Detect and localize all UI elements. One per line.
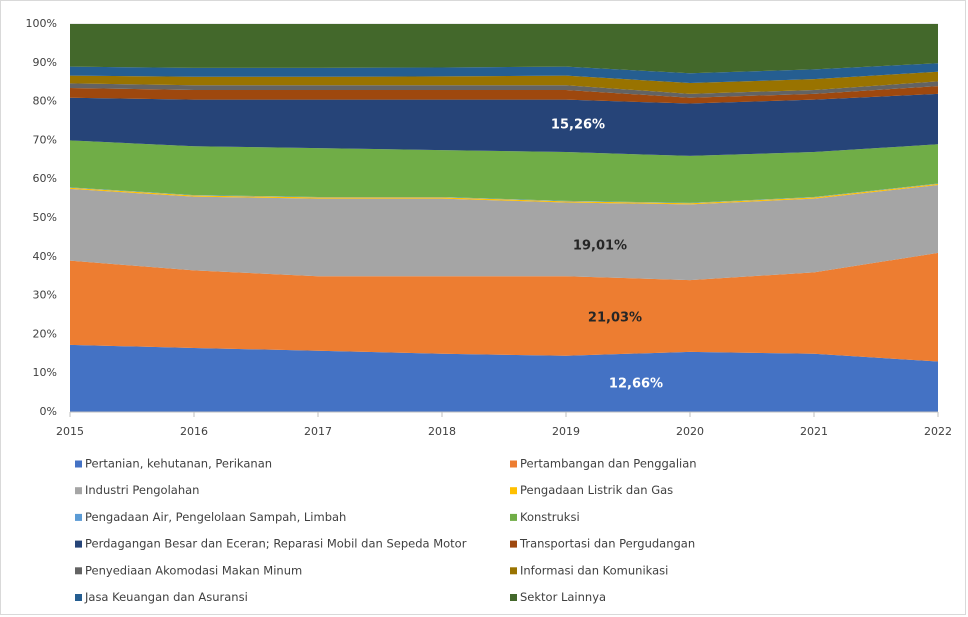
legend-label: Informasi dan Komunikasi xyxy=(520,563,668,577)
x-tick-label: 2016 xyxy=(180,425,208,438)
x-tick-label: 2022 xyxy=(924,425,952,438)
legend-swatch xyxy=(510,513,517,521)
area xyxy=(70,93,938,156)
y-tick-label: 10% xyxy=(33,366,57,379)
legend-label: Pertambangan dan Penggalian xyxy=(520,457,697,471)
y-tick-label: 60% xyxy=(33,172,57,185)
annotation: 12,66% xyxy=(609,377,663,392)
y-tick-label: 90% xyxy=(33,56,57,69)
area xyxy=(70,183,938,205)
annotation: 19,01% xyxy=(573,239,627,254)
area xyxy=(70,183,938,204)
legend-label: Jasa Keuangan dan Asuransi xyxy=(84,590,248,604)
area xyxy=(70,81,938,98)
annotation: 15,26% xyxy=(551,118,605,133)
x-tick-label: 2019 xyxy=(552,425,580,438)
legend-swatch xyxy=(510,460,517,468)
area xyxy=(70,63,938,83)
x-tick-label: 2020 xyxy=(676,425,704,438)
legend-label: Perdagangan Besar dan Eceran; Reparasi M… xyxy=(85,537,467,551)
area xyxy=(70,71,938,94)
area xyxy=(70,344,938,412)
y-tick-label: 80% xyxy=(33,95,57,108)
legend: Pertanian, kehutanan, Perikanan Pertamban… xyxy=(75,457,697,604)
legend-label: Penyediaan Akomodasi Makan Minum xyxy=(85,563,302,577)
y-tick-label: 100% xyxy=(26,17,57,30)
legend-label: Pengadaan Air, Pengelolaan Sampah, Limba… xyxy=(85,510,346,524)
y-tick-label: 30% xyxy=(33,289,57,302)
legend-swatch xyxy=(510,567,517,575)
area xyxy=(70,185,938,281)
legend-swatch xyxy=(75,540,82,548)
y-tick-label: 20% xyxy=(33,327,57,340)
annotation: 21,03% xyxy=(588,311,642,326)
x-tick-label: 2017 xyxy=(304,425,332,438)
legend-label: Pengadaan Listrik dan Gas xyxy=(520,483,673,497)
legend-swatch xyxy=(75,487,82,495)
area xyxy=(70,24,938,74)
legend-label: Transportasi dan Pergudangan xyxy=(519,537,695,551)
y-tick-label: 50% xyxy=(33,211,57,224)
legend-swatch xyxy=(75,567,82,575)
legend-swatch xyxy=(510,594,517,601)
y-tick-label: 40% xyxy=(33,250,57,263)
legend-label: Industri Pengolahan xyxy=(85,483,199,497)
x-tick-label: 2015 xyxy=(56,425,84,438)
y-tick-label: 70% xyxy=(33,133,57,146)
legend-swatch xyxy=(75,460,82,468)
area xyxy=(70,86,938,104)
legend-label: Sektor Lainnya xyxy=(520,590,606,604)
legend-swatch xyxy=(75,513,82,521)
x-tick-label: 2021 xyxy=(800,425,828,438)
area xyxy=(70,140,938,203)
legend-swatch xyxy=(75,594,82,601)
legend-swatch xyxy=(510,487,517,495)
legend-label: Konstruksi xyxy=(520,510,580,524)
area xyxy=(70,252,938,362)
x-tick-label: 2018 xyxy=(428,425,456,438)
legend-label: Pertanian, kehutanan, Perikanan xyxy=(85,457,272,471)
y-tick-label: 0% xyxy=(40,405,57,418)
legend-swatch xyxy=(510,540,517,548)
